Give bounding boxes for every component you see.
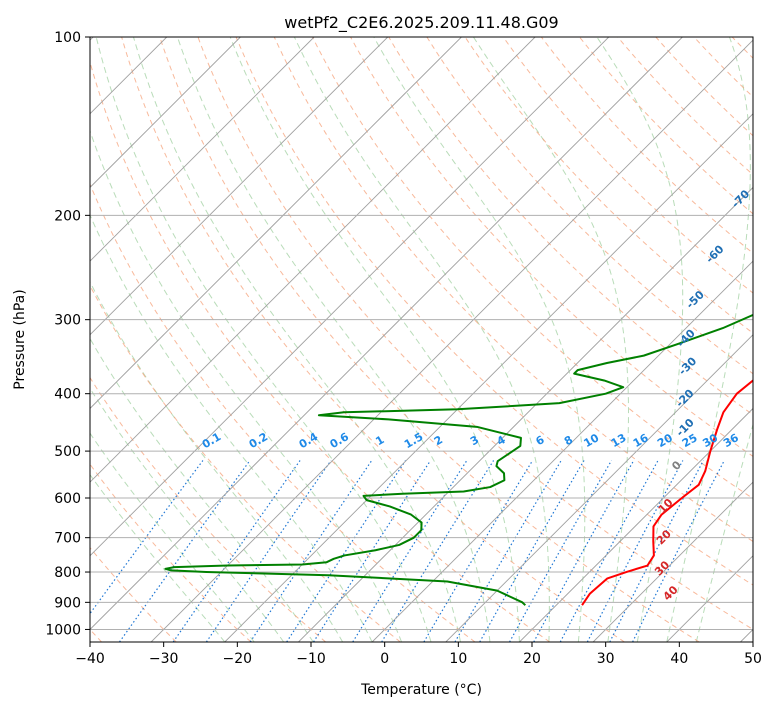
- dry-adiabat-60: [235, 37, 753, 586]
- y-tick-label: 100: [54, 30, 81, 46]
- moist-adiabat-12: [133, 37, 461, 642]
- dry-adiabat--10: [90, 376, 326, 642]
- isotherm--50: [90, 37, 610, 557]
- moist-adiabat-4: [90, 129, 403, 642]
- plot-frame: [89, 36, 754, 643]
- mixing-ratio-line-2: [172, 460, 301, 642]
- mixing-ratio-line-1: [119, 460, 251, 642]
- moist-adiabat--16: [90, 432, 255, 642]
- moist-adiabat-40: [666, 37, 751, 642]
- dry-adiabat-100: [388, 37, 753, 416]
- moist-adiabat--4: [90, 280, 344, 642]
- x-tick-label: −40: [75, 651, 105, 667]
- y-tick-label: 400: [54, 387, 81, 403]
- isotherm--80: [90, 37, 389, 336]
- skewed-isotherms: [90, 37, 753, 642]
- moist-adiabat-0: [90, 213, 373, 642]
- isotherm-0: [371, 260, 753, 642]
- moist-adiabats: [90, 37, 753, 642]
- x-axis-label: Temperature (°C): [360, 682, 482, 698]
- isotherm--20: [224, 113, 753, 642]
- isotherm--100: [90, 37, 241, 189]
- y-tick-label: 600: [54, 491, 81, 507]
- dry-adiabat-80: [311, 37, 753, 500]
- x-tick-label: 0: [380, 651, 389, 667]
- isotherm-20: [519, 407, 753, 642]
- isotherm--90: [90, 37, 315, 262]
- mixing-ratio-line-0: [90, 460, 204, 615]
- mixing-ratio-line-17: [632, 460, 725, 642]
- y-tick-label: 500: [54, 444, 81, 460]
- mixing-ratio-line-11: [479, 460, 585, 642]
- dry-adiabat-110: [426, 37, 753, 375]
- profile-line-1: [581, 379, 753, 606]
- moist-adiabat-28: [373, 37, 586, 642]
- isotherm-30: [592, 481, 753, 642]
- moist-adiabat-20: [229, 37, 520, 642]
- x-tick-label: 10: [449, 651, 467, 667]
- mixing-ratio-line-5: [286, 460, 407, 642]
- mixing-ratio-line-4: [249, 460, 373, 642]
- x-tick-label: −20: [223, 651, 253, 667]
- dry-adiabat-30: [121, 37, 625, 642]
- moist-adiabat-36: [596, 37, 684, 642]
- mixing-ratio-line-13: [533, 460, 635, 642]
- isotherm--30: [150, 39, 753, 642]
- mixing-ratio-line-12: [509, 460, 612, 642]
- mixing-ratio-line-8: [381, 460, 495, 642]
- isotherm--10: [298, 186, 753, 642]
- x-tick-label: −30: [149, 651, 179, 667]
- moist-adiabat--20: [90, 473, 226, 642]
- moist-adiabat-44: [695, 422, 753, 642]
- x-tick-label: −10: [296, 651, 326, 667]
- dry-adiabat-50: [197, 37, 753, 631]
- mixing-ratio-line-9: [423, 460, 534, 642]
- x-tick-label: 30: [597, 651, 615, 667]
- y-axis-ticks: 100 200 300 400 500 600 700 800 900 1000: [45, 30, 90, 638]
- isotherm--70: [90, 37, 462, 410]
- y-axis-label: Pressure (hPa): [12, 289, 28, 389]
- isotherm-10: [445, 334, 753, 642]
- isobar-gridlines: [90, 37, 753, 630]
- y-tick-label: 300: [54, 313, 81, 329]
- profile-line-2: [164, 313, 753, 606]
- chart-title: wetPf2_C2E6.2025.209.11.48.G09: [284, 13, 558, 33]
- y-tick-label: 900: [54, 595, 81, 611]
- moist-adiabat-16: [177, 37, 491, 642]
- mixing-ratio-lines: [90, 460, 725, 642]
- x-tick-label: 50: [744, 651, 762, 667]
- dry-adiabat-0: [90, 284, 401, 642]
- y-tick-label: 1000: [45, 622, 81, 638]
- isotherm--40: [90, 37, 683, 631]
- y-tick-label: 800: [54, 565, 81, 581]
- mixing-ratio-line-10: [454, 460, 562, 642]
- x-tick-label: 20: [523, 651, 541, 667]
- y-tick-label: 200: [54, 208, 81, 224]
- series-layer: [164, 313, 753, 606]
- mixing-ratio-line-3: [205, 460, 332, 642]
- isotherm--60: [90, 37, 536, 483]
- x-tick-label: 40: [670, 651, 688, 667]
- y-tick-label: 700: [54, 531, 81, 547]
- x-axis-ticks: −40 −30 −20 −10 0 10 20 30 40 50: [75, 642, 762, 667]
- moist-adiabat-8: [95, 37, 432, 642]
- dry-adiabat-20: [90, 60, 551, 642]
